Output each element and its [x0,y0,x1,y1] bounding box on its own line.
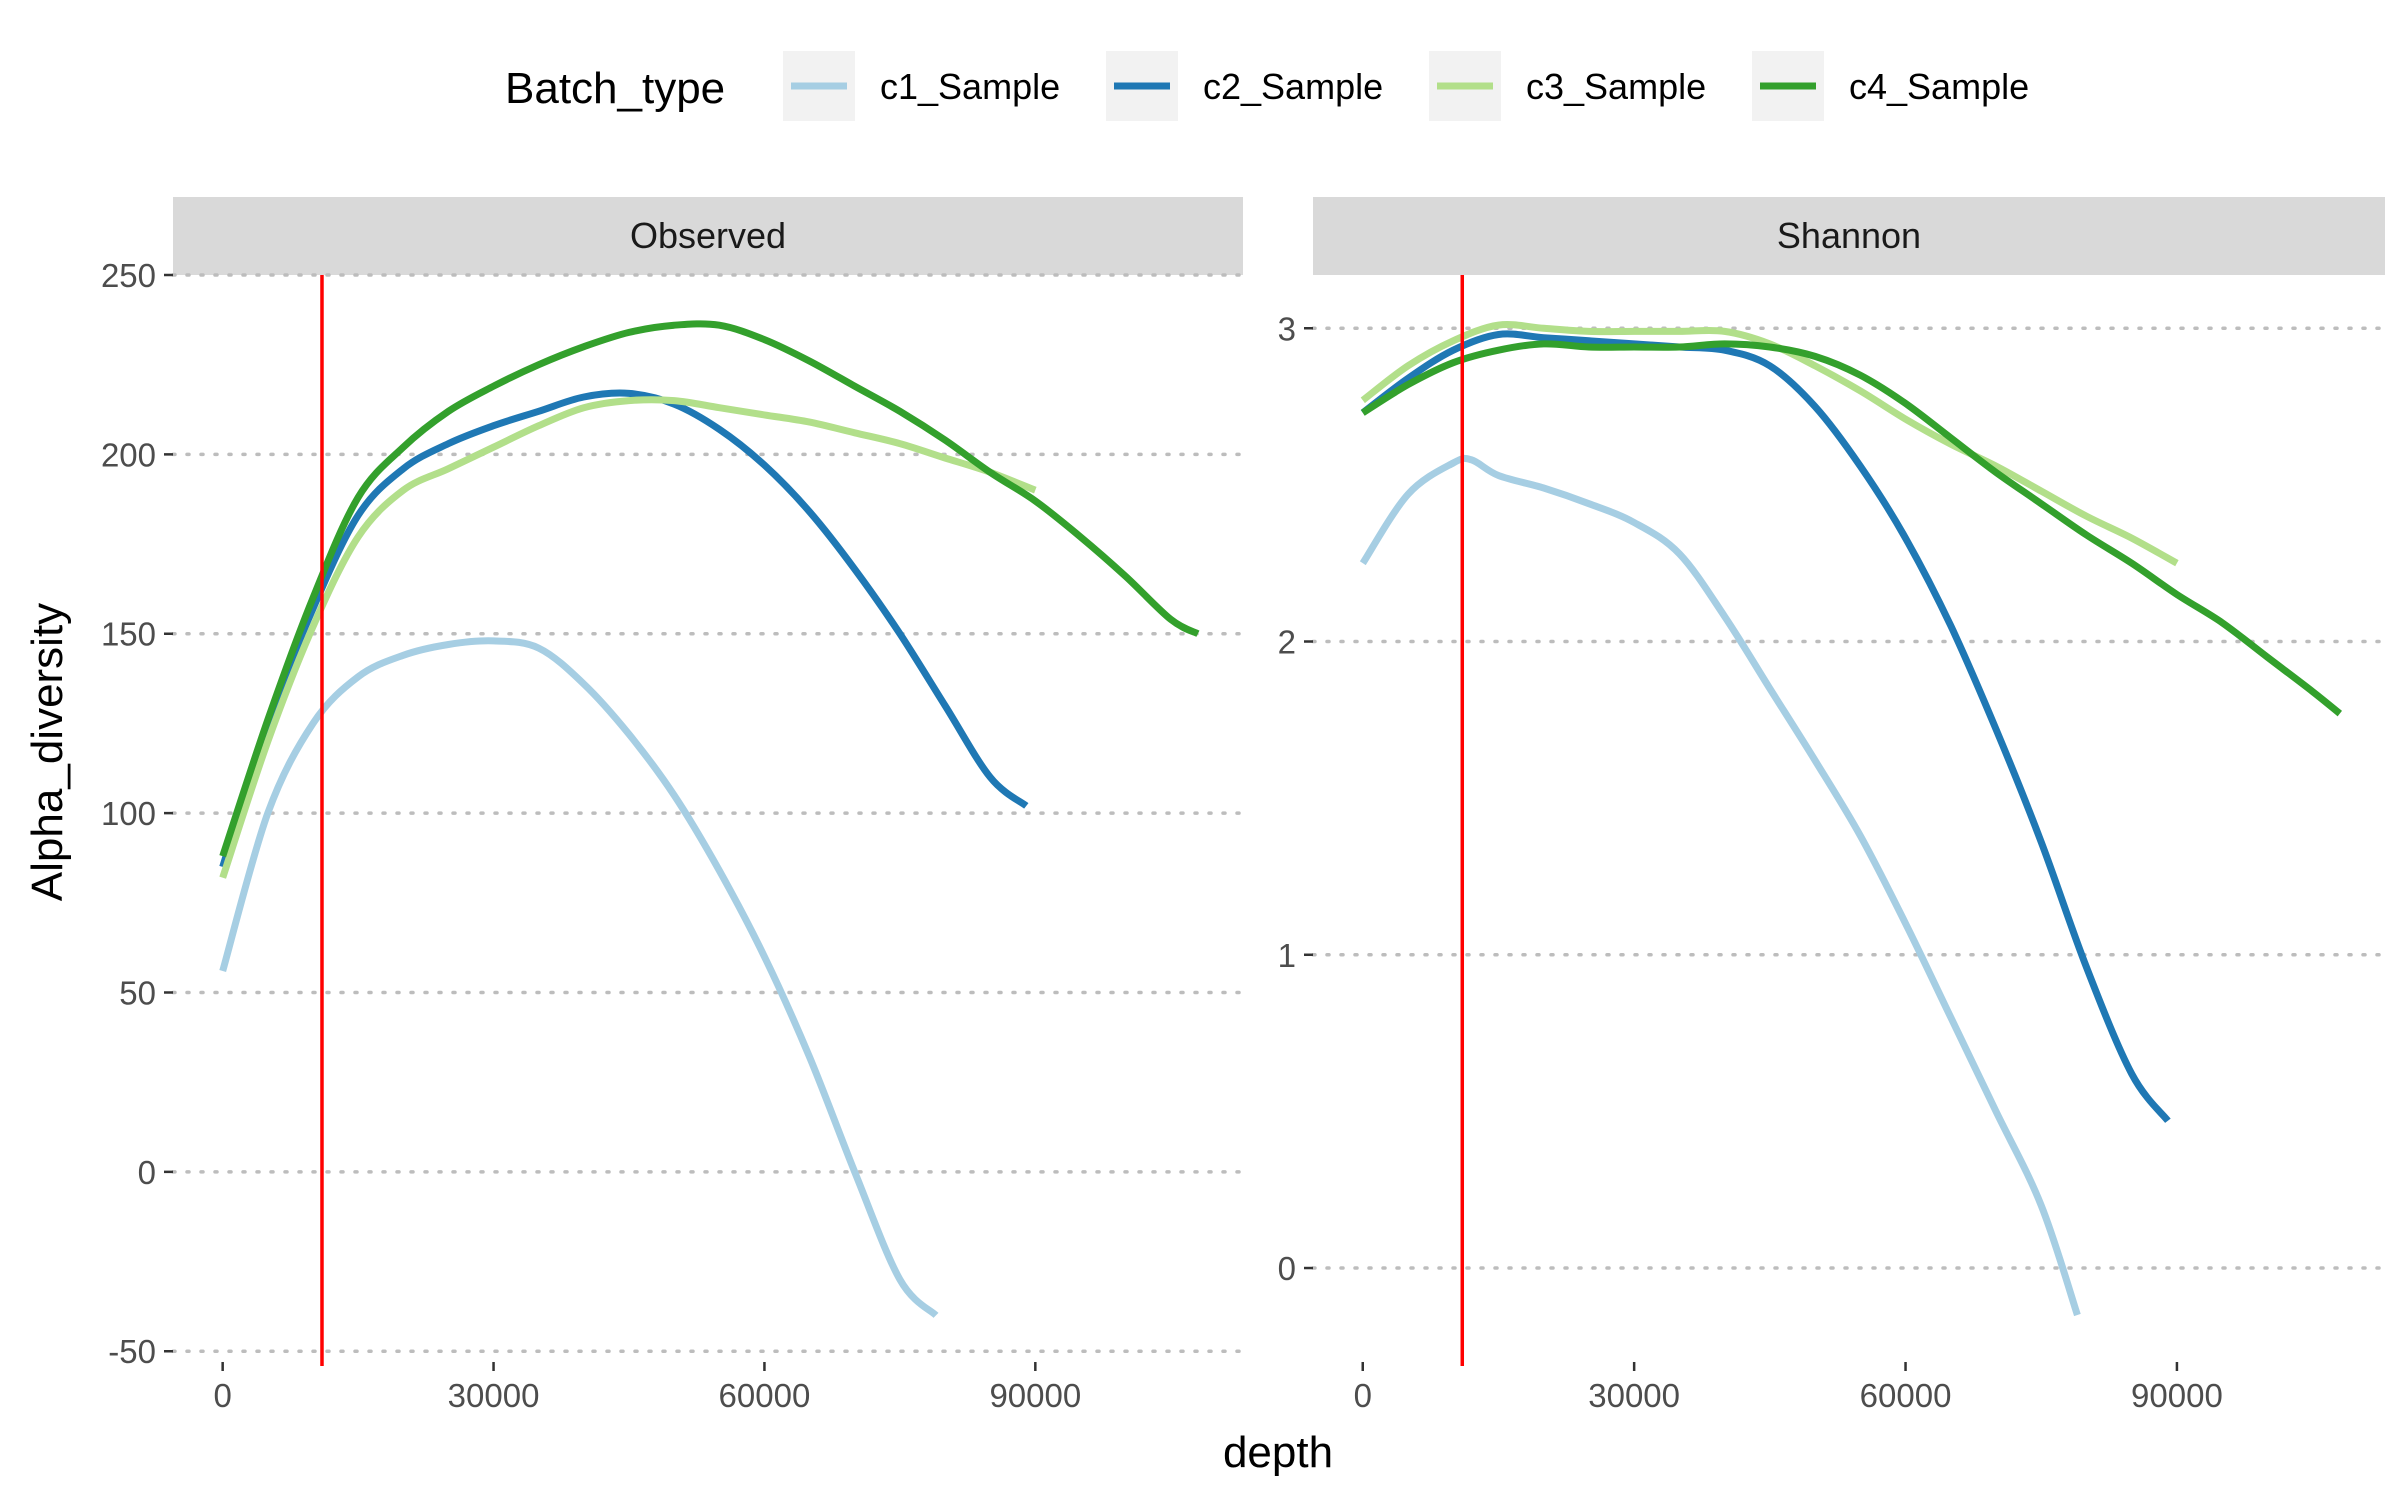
y-tick-label: -50 [108,1333,156,1370]
strip-background [1313,197,2385,275]
legend-label: c1_Sample [880,66,1060,107]
strip-label: Observed [630,215,786,256]
legend-item-c2_Sample: c2_Sample [1106,51,1383,121]
x-tick-label: 90000 [989,1377,1081,1414]
y-tick-label: 0 [1278,1250,1296,1287]
legend-title: Batch_type [505,64,725,113]
legend-label: c4_Sample [1849,66,2029,107]
x-tick-label: 60000 [719,1377,811,1414]
x-tick-label: 30000 [448,1377,540,1414]
legend-item-c3_Sample: c3_Sample [1429,51,1706,121]
series-line-c2_Sample [219,389,1029,868]
legend-entries: c1_Sample c2_Sample c3_Sample c4_Sample [783,51,2029,121]
x-axis-title: depth [1223,1428,1333,1477]
series-line-c1_Sample [1359,454,2081,1317]
legend-item-c4_Sample: c4_Sample [1752,51,2029,121]
x-tick-label: 0 [1354,1377,1372,1414]
legend: Batch_type c1_Sample c2_Sample c3_Sample c4… [505,51,2029,121]
y-tick-label: 3 [1278,310,1296,347]
series-line-c4_Sample [219,320,1200,858]
y-tick-label: 2 [1278,624,1296,661]
x-tick-label: 90000 [2131,1377,2223,1414]
x-tick-label: 60000 [1860,1377,1952,1414]
legend-item-c1_Sample: c1_Sample [783,51,1060,121]
y-tick-label: 100 [101,795,156,832]
y-axis-title: Alpha_diversity [23,603,72,901]
x-tick-label: 0 [213,1377,231,1414]
y-tick-label: 250 [101,257,156,294]
panel-observed: Observed -50 0 50 100 150 200 250 0 30000 60000 900… [101,197,1245,1414]
series-line-c3_Sample [219,396,1037,879]
y-tick-label: 200 [101,436,156,473]
y-tick-label: 1 [1278,937,1296,974]
y-tick-label: 50 [119,974,156,1011]
legend-label: c2_Sample [1203,66,1383,107]
series-line-c2_Sample [1360,330,2171,1124]
legend-label: c3_Sample [1526,66,1706,107]
y-tick-label: 150 [101,616,156,653]
series-line-c4_Sample [1360,340,2342,717]
x-tick-label: 30000 [1588,1377,1680,1414]
strip-background [173,197,1243,275]
panel-shannon: Shannon 0 1 2 3 0 30000 60000 90000 [1278,197,2387,1414]
y-tick-label: 0 [138,1154,156,1191]
strip-label: Shannon [1777,215,1921,256]
